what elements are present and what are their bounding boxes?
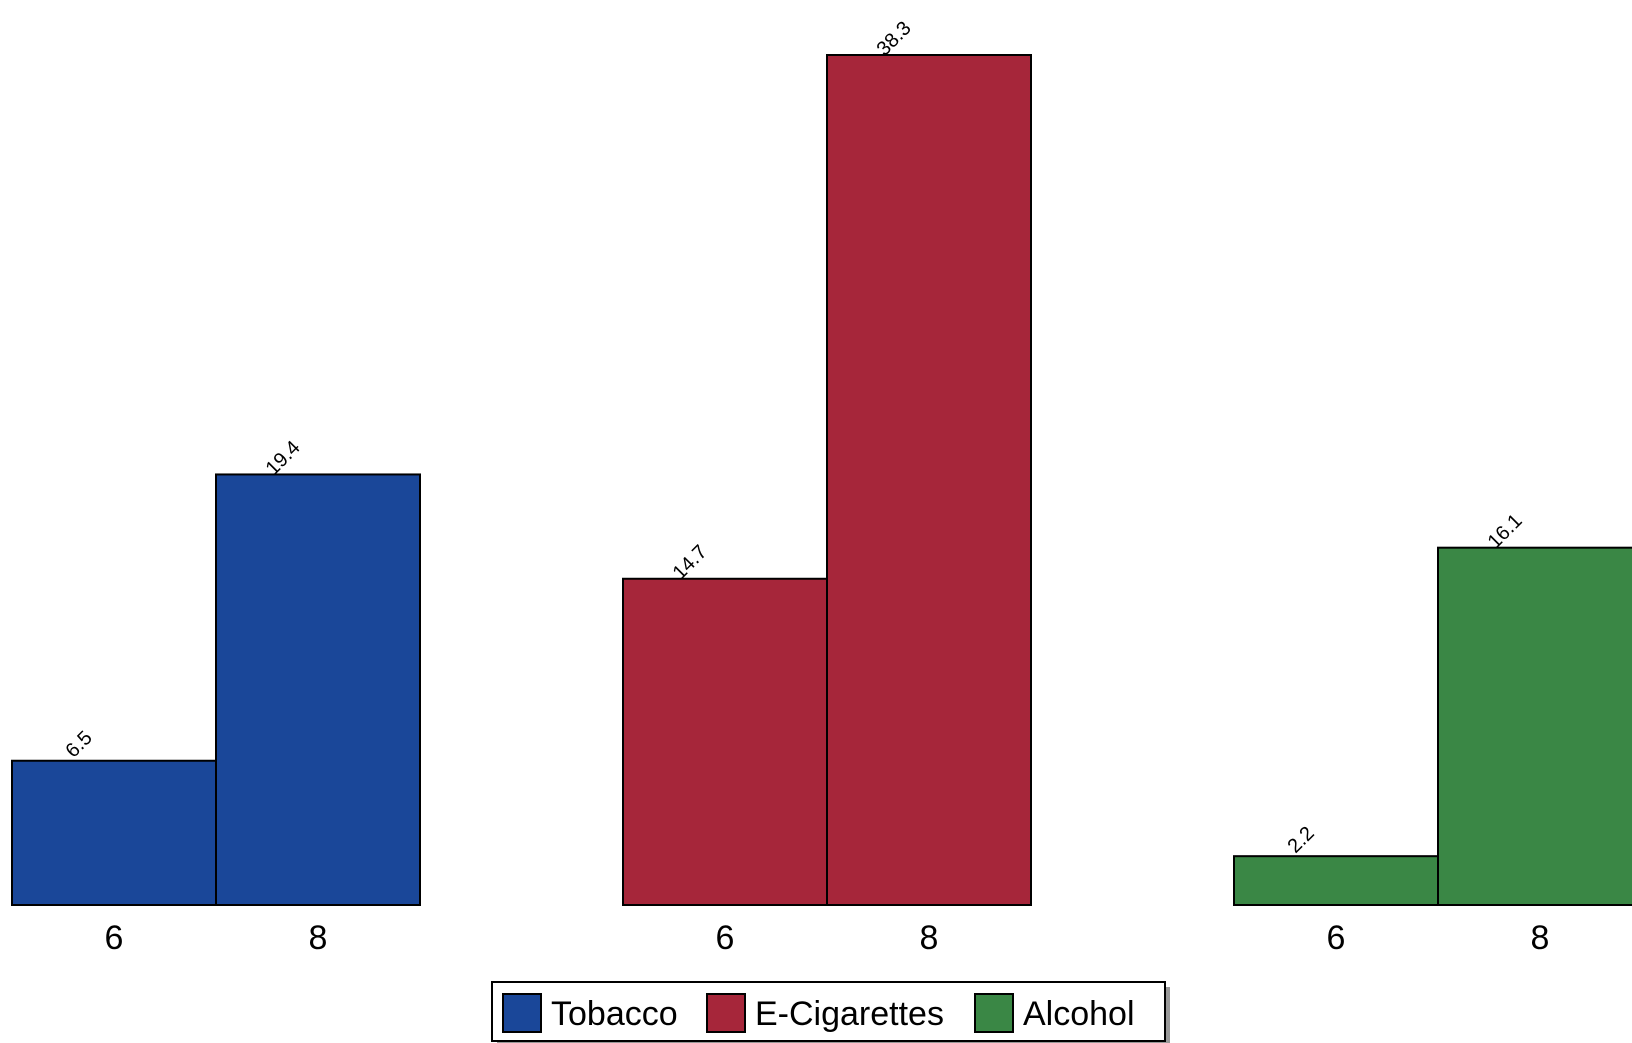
legend-label-tobacco: Tobacco xyxy=(551,995,678,1033)
data-label-e-cigarettes-6: 14.7 xyxy=(669,541,712,584)
data-label-alcohol-8: 16.1 xyxy=(1484,510,1527,553)
bar-alcohol-8 xyxy=(1437,546,1632,906)
bar-tobacco-8 xyxy=(215,473,421,906)
bar-e-cigarettes-6 xyxy=(622,577,828,906)
x-tick-tobacco-8: 8 xyxy=(309,919,328,957)
x-tick-alcohol-6: 6 xyxy=(1327,919,1346,957)
legend-swatch-e-cigarettes xyxy=(706,993,746,1033)
legend-label-alcohol: Alcohol xyxy=(1023,995,1135,1033)
bar-alcohol-6 xyxy=(1233,855,1439,906)
legend-swatch-tobacco xyxy=(502,993,542,1033)
x-tick-e-cigarettes-8: 8 xyxy=(920,919,939,957)
legend: Tobacco E-Cigarettes Alcohol xyxy=(491,981,1170,1043)
bar-tobacco-6 xyxy=(11,759,217,907)
legend-swatch-alcohol xyxy=(974,993,1014,1033)
x-tick-alcohol-8: 8 xyxy=(1531,919,1550,957)
data-label-tobacco-8: 19.4 xyxy=(262,437,305,480)
x-tick-e-cigarettes-6: 6 xyxy=(716,919,735,957)
bar-e-cigarettes-8 xyxy=(826,54,1032,906)
bars-layer xyxy=(11,54,1632,907)
data-label-e-cigarettes-8: 38.3 xyxy=(873,17,916,60)
legend-frame xyxy=(491,981,1166,1042)
data-label-alcohol-6: 2.2 xyxy=(1284,822,1319,857)
data-label-tobacco-6: 6.5 xyxy=(62,727,97,762)
x-tick-tobacco-6: 6 xyxy=(105,919,124,957)
x-tick-labels-layer: 6 8 6 8 6 8 xyxy=(105,919,1550,957)
legend-label-e-cigarettes: E-Cigarettes xyxy=(755,995,944,1033)
